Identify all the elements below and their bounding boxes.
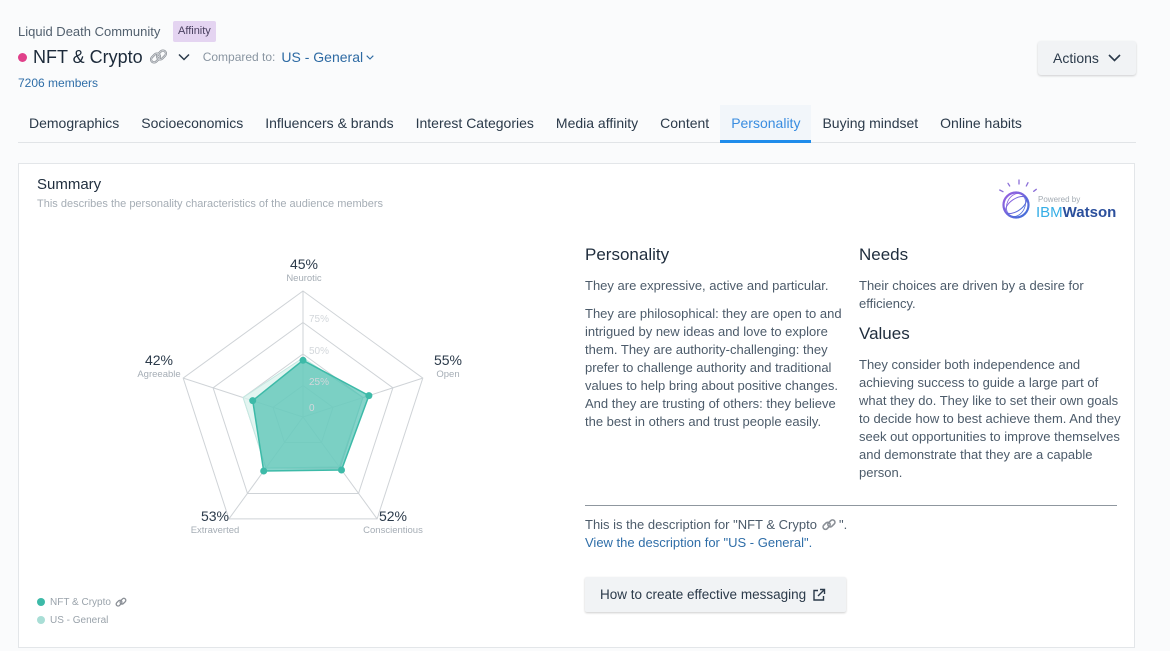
description-current: This is the description for "NFT & Crypt… <box>585 516 847 534</box>
effective-messaging-button[interactable]: How to create effective messaging <box>585 577 847 612</box>
watson-globe-icon <box>1002 191 1030 219</box>
axis-name: Agreeable <box>137 369 181 380</box>
chevron-down-icon <box>1108 54 1121 62</box>
radar-point-neurotic[interactable] <box>299 356 307 364</box>
link-icon <box>822 519 836 531</box>
personality-paragraph: They are philosophical: they are open to… <box>585 306 842 429</box>
axis-value: 45% <box>289 256 319 272</box>
actions-button[interactable]: Actions <box>1038 41 1136 75</box>
personality-heading: Personality <box>585 245 670 264</box>
personality-radar-chart <box>182 290 424 520</box>
summary-title: Summary <box>37 176 102 193</box>
axis-value: 42% <box>144 352 174 368</box>
watson-text: Watson <box>1063 204 1117 221</box>
axis-value: 52% <box>378 508 408 524</box>
external-link-icon <box>813 588 826 601</box>
audience-chevron-down-icon[interactable] <box>178 53 190 61</box>
axis-name: Open <box>436 369 460 380</box>
effective-messaging-label: How to create effective messaging <box>600 587 807 602</box>
audience-selector-row: NFT & Crypto Compared to: US - General <box>18 44 374 70</box>
legend-label: US - General <box>50 614 109 626</box>
ibm-watson-logo: Powered by IBMWatson <box>999 179 1116 221</box>
compared-to-dropdown[interactable]: US - General <box>281 49 374 65</box>
radar-series-nft-crypto <box>251 359 370 472</box>
legend-dot <box>37 616 45 624</box>
audience-name[interactable]: NFT & Crypto <box>33 46 143 67</box>
personality-summary-panel: Summary This describes the personality c… <box>18 163 1135 648</box>
legend-item-us-general[interactable]: US - General <box>37 613 108 627</box>
view-comparison-description-link[interactable]: View the description for "US - General". <box>585 535 813 550</box>
section-tabs: Demographics Socioeconomics Influencers … <box>18 105 1136 143</box>
description-suffix: ". <box>838 517 848 532</box>
tab-interest-categories[interactable]: Interest Categories <box>415 115 534 131</box>
needs-text: Their choices are driven by a desire for… <box>859 278 1084 311</box>
values-text: They consider both independence and achi… <box>859 357 1121 480</box>
ibm-text: IBM <box>1036 204 1063 221</box>
radar-point-conscientious[interactable] <box>338 466 345 474</box>
axis-name: Conscientious <box>363 525 423 536</box>
axis-label-neurotic: 45% Neurotic <box>254 256 354 286</box>
radar-point-agreeable[interactable] <box>249 397 257 405</box>
compared-to-value[interactable]: US - General <box>281 49 364 65</box>
summary-subtitle: This describes the personality character… <box>37 198 384 210</box>
axis-label-conscientious: 52% Conscientious <box>343 508 443 538</box>
svg-text:IBMWatson: IBMWatson <box>1036 204 1116 221</box>
link-icon <box>115 597 127 607</box>
tab-influencers-brands[interactable]: Influencers & brands <box>265 115 394 131</box>
axis-label-open: 55% Open <box>398 352 498 382</box>
community-name: Liquid Death Community <box>18 24 161 39</box>
ring-label-75: 75% <box>309 314 330 325</box>
link-icon <box>149 49 167 64</box>
personality-column: Personality They are expressive, active … <box>585 244 853 441</box>
radar-point-open[interactable] <box>365 392 373 400</box>
axis-label-extraverted: 53% Extraverted <box>165 508 265 538</box>
members-count-link[interactable]: 7206 members <box>18 76 99 90</box>
divider <box>585 505 1117 506</box>
needs-values-column: Needs Their choices are driven by a desi… <box>859 244 1123 492</box>
axis-value: 53% <box>200 508 230 524</box>
actions-button-label: Actions <box>1053 50 1099 66</box>
axis-value: 55% <box>433 352 463 368</box>
axis-name: Neurotic <box>286 273 322 284</box>
personality-paragraph: They are expressive, active and particul… <box>585 278 829 293</box>
compared-to-label: Compared to: <box>202 50 276 64</box>
ring-label-50: 50% <box>309 346 330 357</box>
tab-buying-mindset[interactable]: Buying mindset <box>822 115 919 131</box>
description-prefix: This is the description for "NFT & Crypt… <box>585 517 817 532</box>
legend-dot <box>37 598 45 606</box>
powered-by-text: Powered by <box>1038 195 1080 204</box>
watson-rays-icon <box>999 179 1037 193</box>
radar-grid-ring-75 <box>212 321 394 494</box>
legend-label: NFT & Crypto <box>50 596 111 608</box>
tab-online-habits[interactable]: Online habits <box>940 115 1022 131</box>
compared-chevron-down-icon[interactable] <box>366 54 374 60</box>
axis-label-agreeable: 42% Agreeable <box>109 352 209 382</box>
tab-media-affinity[interactable]: Media affinity <box>555 115 639 131</box>
legend-item-nft-crypto[interactable]: NFT & Crypto <box>37 595 128 609</box>
description-note: This is the description for "NFT & Crypt… <box>585 516 847 552</box>
tab-content[interactable]: Content <box>660 115 710 131</box>
audience-color-dot <box>18 52 27 62</box>
radar-grid-ring-100 <box>182 290 424 520</box>
ring-label-25: 25% <box>309 377 330 388</box>
values-heading: Values <box>859 324 910 343</box>
tab-demographics[interactable]: Demographics <box>29 115 120 131</box>
tab-personality[interactable]: Personality <box>720 105 812 143</box>
affinity-badge: Affinity <box>173 21 216 42</box>
needs-heading: Needs <box>859 245 909 264</box>
tab-socioeconomics[interactable]: Socioeconomics <box>141 115 244 131</box>
ring-label-0: 0 <box>309 403 315 414</box>
radar-point-extraverted[interactable] <box>260 467 268 475</box>
axis-name: Extraverted <box>190 525 240 536</box>
